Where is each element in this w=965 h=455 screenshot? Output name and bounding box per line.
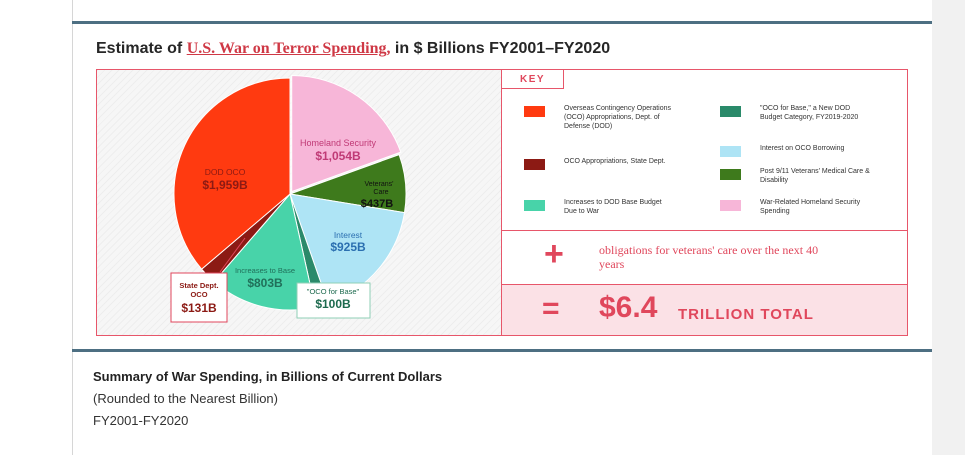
key-item-oco-base: "OCO for Base," a New DOD Budget Categor… [720, 104, 870, 122]
pie-chart: DOD OCO $1,959B Homeland Security $1,054… [170, 75, 407, 323]
veterans-label-line2: Care [373, 189, 388, 196]
summary-range: FY2001-FY2020 [93, 413, 189, 428]
right-side-panel [932, 0, 965, 455]
key-swatch-interest [720, 146, 741, 157]
homeland-label: Homeland Security [300, 138, 377, 148]
state-dept-label-line2: OCO [190, 290, 207, 299]
key-item-base: Increases to DOD Base Budget Due to War [524, 198, 674, 216]
homeland-value: $1,054B [315, 149, 361, 163]
key-text-dod-oco: Overseas Contingency Operations (OCO) Ap… [564, 105, 671, 130]
veterans-value: $437B [361, 198, 393, 210]
chart-title-link[interactable]: U.S. War on Terror Spending, [186, 40, 391, 57]
summary-subtitle: (Rounded to the Nearest Billion) [93, 391, 278, 406]
key-swatch-veterans [720, 169, 741, 180]
key-item-interest: Interest on OCO Borrowing [720, 144, 870, 157]
chart-title-suffix: in $ Billions FY2001–FY2020 [390, 40, 611, 57]
dod-oco-label: DOD OCO [205, 167, 246, 177]
pie-slices [173, 75, 407, 311]
key-text-homeland: War-Related Homeland Security Spending [760, 199, 861, 215]
key-item-state-dept: OCO Appropriations, State Dept. [524, 157, 674, 170]
pie-slice-dodoco [173, 77, 291, 270]
key-text-base: Increases to DOD Base Budget Due to War [564, 199, 662, 215]
key-panel: KEY Overseas Contingency Operations (OCO… [501, 70, 907, 230]
key-item-dod-oco: Overseas Contingency Operations (OCO) Ap… [524, 104, 674, 131]
infographic-frame [96, 69, 908, 336]
key-text-interest: Interest on OCO Borrowing [760, 145, 845, 152]
top-divider [72, 21, 932, 24]
bottom-divider [72, 349, 932, 352]
plus-row: + obligations for veterans' care over th… [501, 230, 907, 284]
total-amount: $6.4 [599, 291, 658, 324]
key-swatch-base [524, 200, 545, 211]
state-dept-callout-box [170, 272, 228, 323]
key-text-state-dept: OCO Appropriations, State Dept. [564, 158, 666, 165]
veterans-label-line1: Veterans' [365, 181, 394, 188]
key-text-oco-base: "OCO for Base," a New DOD Budget Categor… [760, 105, 859, 121]
oco-base-callout-box [296, 282, 371, 319]
interest-value: $925B [330, 240, 366, 254]
state-dept-value: $131B [181, 301, 217, 315]
key-item-homeland: War-Related Homeland Security Spending [720, 198, 870, 216]
total-label: TRILLION TOTAL [678, 306, 814, 323]
chart-title-prefix: Estimate of [96, 40, 187, 57]
chart-title: Estimate of U.S. War on Terror Spending,… [96, 40, 610, 58]
key-swatch-dod-oco [524, 106, 545, 117]
plus-sign: + [544, 235, 564, 273]
oco-base-callout-line [303, 247, 322, 286]
left-divider [72, 0, 73, 455]
oco-base-value: $100B [315, 297, 351, 311]
plus-text: obligations for veterans' care over the … [599, 243, 819, 271]
state-dept-callout-line [219, 237, 246, 273]
key-swatch-homeland [720, 200, 741, 211]
key-text-veterans: Post 9/11 Veterans' Medical Care & Disab… [760, 168, 870, 184]
key-heading: KEY [502, 70, 564, 89]
interest-label: Interest [334, 230, 363, 240]
key-swatch-state-dept [524, 159, 545, 170]
total-row: = $6.4 TRILLION TOTAL [501, 284, 907, 335]
base-label: Increases to Base [235, 266, 295, 275]
oco-base-label: "OCO for Base" [307, 287, 360, 296]
base-value: $803B [247, 276, 283, 290]
state-dept-label-line1: State Dept. [179, 281, 218, 290]
key-swatch-oco-base [720, 106, 741, 117]
summary-title: Summary of War Spending, in Billions of … [93, 369, 443, 384]
equals-sign: = [542, 292, 560, 325]
key-item-veterans: Post 9/11 Veterans' Medical Care & Disab… [720, 167, 870, 185]
dod-oco-value: $1,959B [202, 178, 248, 192]
pie-slice-homeland [291, 75, 402, 193]
